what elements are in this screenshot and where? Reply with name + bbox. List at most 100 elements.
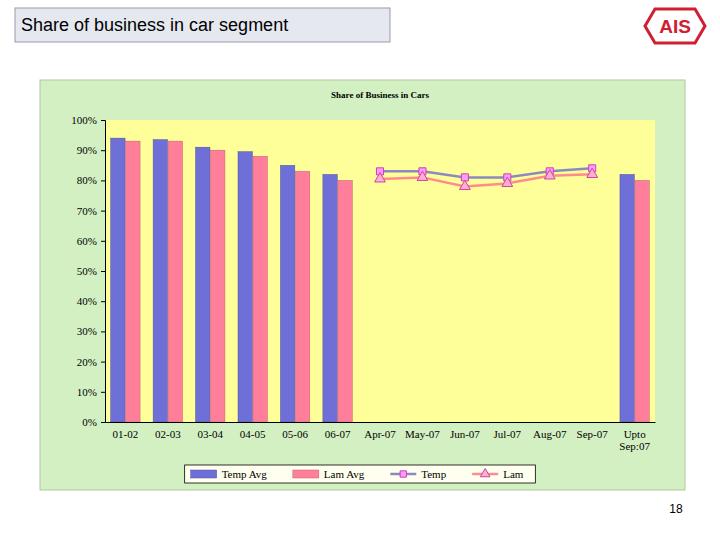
y-tick-label: 80% (77, 174, 97, 186)
y-tick: 100% (71, 114, 105, 126)
x-tick: Jun-07 (450, 422, 480, 440)
y-tick: 40% (77, 295, 105, 307)
y-tick-mark (101, 392, 105, 393)
logo: AIS (659, 16, 691, 37)
legend-label: Lam Avg (324, 468, 365, 480)
legend-swatch (191, 470, 217, 478)
x-tick: Aug-07 (533, 422, 567, 440)
y-tick: 90% (77, 144, 105, 156)
legend-item: Temp Avg (191, 468, 268, 480)
x-tick: 03-04 (197, 422, 223, 440)
logo-frame (645, 9, 705, 43)
y-tick-mark (101, 120, 105, 121)
legend-box (185, 465, 536, 483)
y-tick-label: 50% (77, 265, 97, 277)
line (380, 174, 592, 186)
marker (460, 180, 471, 189)
legend-item: Temp (390, 468, 446, 480)
marker (502, 177, 513, 186)
legend-label: Temp (421, 468, 446, 480)
y-tick-label: 20% (77, 356, 97, 368)
bar (295, 171, 309, 422)
y-tick: 10% (77, 386, 105, 398)
y-tick: 30% (77, 325, 105, 337)
x-tick-label: Jul-07 (494, 428, 522, 440)
x-tick-label: 04-05 (240, 428, 266, 440)
x-tick-label: Apr-07 (364, 428, 396, 440)
x-tick-label: 01-02 (113, 428, 139, 440)
bar (338, 180, 352, 422)
y-tick-mark (101, 150, 105, 151)
x-tick: Jul-07 (494, 422, 522, 440)
bar (126, 141, 140, 422)
bar (253, 156, 267, 422)
legend-marker (480, 468, 490, 476)
bar (238, 152, 252, 422)
legend: Temp Avg Lam Avg Temp Lam (185, 465, 536, 483)
y-tick-mark (101, 211, 105, 212)
legend-marker (400, 471, 406, 477)
chart-background (40, 80, 685, 490)
x-tick: 02-03 (155, 422, 181, 440)
chart-title: Share of Business in Cars (331, 90, 429, 100)
x-tick-label: 05-06 (282, 428, 308, 440)
x-tick: May-07 (405, 422, 440, 440)
bar (323, 174, 337, 422)
y-tick-mark (101, 271, 105, 272)
legend-swatch (293, 470, 319, 478)
x-tick-label: Jun-07 (450, 428, 480, 440)
x-tick: 06-07 (325, 422, 351, 440)
x-tick-label: May-07 (405, 428, 440, 440)
marker (544, 170, 555, 179)
title-box (15, 8, 390, 42)
bar (111, 138, 125, 422)
bar (168, 141, 182, 422)
y-tick: 50% (77, 265, 105, 277)
y-tick-mark (101, 331, 105, 332)
y-tick-label: 70% (77, 205, 97, 217)
y-tick-mark (101, 362, 105, 363)
x-tick-label: 03-04 (197, 428, 223, 440)
bar (196, 147, 210, 422)
y-tick-mark (101, 422, 105, 423)
legend-label: Temp Avg (222, 468, 268, 480)
legend-label: Lam (503, 468, 524, 480)
y-tick-label: 90% (77, 144, 97, 156)
x-tick-label: UptoSep:07 (619, 428, 650, 452)
x-tick: Sep-07 (577, 422, 609, 440)
y-axis: 0% 10% 20% 30% 40% 50% 60% 70% 80% 90% 100% (71, 114, 105, 428)
slide-title: Share of business in car segment (21, 15, 288, 35)
bar (153, 140, 167, 422)
x-tick-label: Aug-07 (533, 428, 567, 440)
x-tick-label: 06-07 (325, 428, 351, 440)
marker (375, 173, 386, 182)
y-tick-label: 100% (71, 114, 97, 126)
bar (211, 150, 225, 422)
x-tick-label: 02-03 (155, 428, 181, 440)
x-tick: 05-06 (282, 422, 308, 440)
y-tick-mark (101, 301, 105, 302)
x-tick-label: Sep-07 (577, 428, 609, 440)
y-axis-line (101, 121, 106, 423)
bar (635, 180, 649, 422)
y-tick-label: 30% (77, 325, 97, 337)
x-axis-line (106, 422, 656, 423)
y-tick: 0% (82, 416, 105, 428)
y-tick: 80% (77, 174, 105, 186)
y-tick-label: 40% (77, 295, 97, 307)
y-tick: 70% (77, 205, 105, 217)
y-tick: 60% (77, 235, 105, 247)
data-marks (111, 138, 650, 422)
legend-item: Lam (472, 468, 524, 480)
y-tick-mark (101, 241, 105, 242)
x-axis: 01-02 02-03 03-04 04-05 05-06 06-07 Apr-07 May-… (106, 422, 656, 452)
bar (620, 174, 634, 422)
x-tick: 04-05 (240, 422, 266, 440)
marker (587, 168, 598, 177)
legend-item: Lam Avg (293, 468, 365, 480)
marker (417, 171, 428, 180)
plot-area (105, 120, 655, 422)
y-tick-mark (101, 180, 105, 181)
page-number: 18 (669, 502, 683, 516)
y-tick-label: 10% (77, 386, 97, 398)
